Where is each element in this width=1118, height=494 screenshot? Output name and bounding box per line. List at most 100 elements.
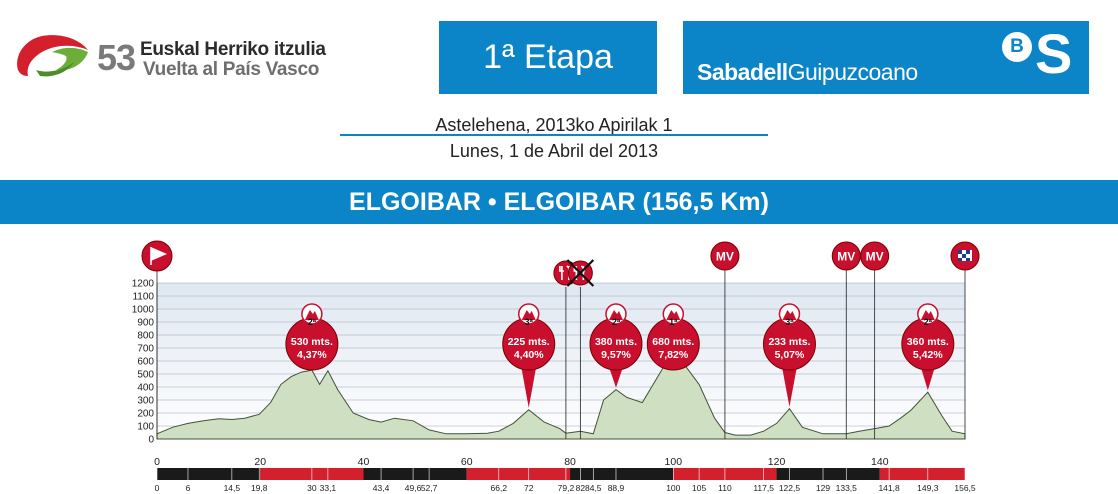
mountain-glyph	[666, 310, 681, 320]
km-point-label: 105	[692, 483, 706, 493]
km-point-label: 100	[666, 483, 680, 493]
climb-category: 2ª	[308, 317, 317, 327]
sponsor-box: SabadellGuipuzcoano B S	[683, 21, 1089, 94]
y-tick-label: 1000	[132, 305, 155, 316]
sprint-marker-icon	[710, 241, 740, 271]
race-name-spanish: Vuelta al País Vasco	[143, 59, 320, 80]
cutlery-glyph	[573, 265, 585, 280]
km-point-label: 72	[524, 483, 534, 493]
climb-altitude: 233 mts.	[768, 336, 810, 348]
climb-altitude: 225 mts.	[508, 336, 550, 348]
km-bar-segment	[879, 468, 965, 480]
climb-pointer	[781, 364, 798, 407]
km-point-label: 66,2	[491, 483, 508, 493]
x-tick-label: 60	[461, 456, 473, 468]
km-point-label: 84,5	[585, 483, 602, 493]
y-tick-label: 0	[148, 435, 154, 446]
climb-altitude: 380 mts.	[595, 336, 637, 348]
y-tick-label: 1100	[132, 292, 154, 303]
sponsor-s-logo-icon: S	[1035, 22, 1073, 85]
km-point-label: 30	[307, 483, 317, 493]
sponsor-name: SabadellGuipuzcoano	[697, 61, 918, 84]
km-point-label: 129	[816, 483, 830, 493]
y-tick-label: 1200	[132, 279, 155, 290]
y-tick-label: 300	[137, 396, 154, 407]
km-bar-segment	[363, 468, 467, 480]
mountain-glyph	[304, 310, 319, 320]
climb-gradient: 5,42%	[913, 349, 943, 361]
km-bar-segment	[776, 468, 880, 480]
sprint-marker-label: MV	[716, 250, 734, 264]
km-point-label: 133,5	[836, 483, 858, 493]
feed-zone-end-cross	[566, 259, 595, 287]
race-name-basque: Euskal Herriko itzulia	[140, 39, 326, 60]
date-spanish: Lunes, 1 de Abril del 2013	[449, 141, 659, 161]
date-basque: Astelehena, 2013ko Apirilak 1	[435, 115, 673, 135]
y-tick-label: 600	[137, 357, 154, 368]
race-logo-swoosh-icon	[17, 35, 88, 77]
y-tick-label: 800	[137, 331, 154, 342]
climb-category: 3ª	[785, 317, 794, 327]
climb-pointer	[919, 364, 936, 391]
sprint-marker-icon	[860, 241, 890, 271]
y-tick-label: 200	[137, 409, 154, 420]
km-point-label: 117,5	[753, 483, 774, 493]
km-point-label: 122,5	[779, 483, 801, 493]
climb-gradient: 5,07%	[775, 349, 805, 361]
stage-title: 1ª Etapa	[483, 38, 613, 76]
race-edition-number: 53	[97, 37, 136, 78]
route-band: ELGOIBAR • ELGOIBAR (156,5 Km)	[0, 180, 1118, 224]
x-tick-label: 20	[254, 456, 266, 468]
y-tick-label: 400	[137, 383, 154, 394]
km-point-label: 0	[155, 483, 160, 493]
km-point-label: 88,9	[608, 483, 625, 493]
finish-flag-checker	[958, 250, 970, 261]
climb-gradient: 9,57%	[601, 349, 631, 361]
km-point-label: 82	[576, 483, 586, 493]
x-tick-label: 40	[358, 456, 370, 468]
km-point-label: 110	[718, 483, 732, 493]
stage-profile-chart: 0100200300400500600700800900100011001200…	[132, 240, 980, 493]
x-tick-label: 80	[564, 456, 576, 468]
sponsor-b-badge-icon: B	[1002, 32, 1032, 62]
km-point-label: 14,5	[224, 483, 241, 493]
route-title: ELGOIBAR • ELGOIBAR (156,5 Km)	[349, 187, 769, 216]
climb-gradient: 4,40%	[514, 349, 544, 361]
x-tick-label: 120	[768, 456, 786, 468]
y-tick-label: 100	[137, 422, 154, 433]
km-point-label: 19,8	[251, 483, 268, 493]
climb-altitude: 680 mts.	[652, 336, 694, 348]
km-point-label: 149,3	[917, 483, 939, 493]
sponsor-name-regular: Guipuzcoano	[787, 59, 919, 85]
climb-pointer	[520, 364, 537, 408]
climb-altitude: 530 mts.	[291, 336, 333, 348]
km-point-label: 141,8	[878, 483, 900, 493]
climb-gradient: 7,82%	[658, 349, 688, 361]
y-tick-label: 900	[137, 318, 154, 329]
climb-category: 2ª	[924, 317, 933, 327]
x-tick-label: 140	[871, 456, 889, 468]
stage-title-box: 1ª Etapa	[439, 21, 657, 94]
y-tick-label: 500	[137, 370, 154, 381]
km-bar-segment	[157, 468, 261, 480]
start-flag-glyph	[150, 246, 168, 265]
km-point-label: 156,5	[954, 483, 976, 493]
mountain-glyph	[608, 310, 623, 320]
x-tick-label: 0	[154, 456, 160, 468]
climb-category: 2ª	[612, 317, 621, 327]
km-point-label: 33,1	[320, 483, 337, 493]
mountain-glyph	[521, 310, 536, 320]
km-bar-segment	[570, 468, 674, 480]
date-divider	[340, 134, 768, 136]
mountain-glyph	[920, 310, 935, 320]
km-point-label: 49,6	[405, 483, 422, 493]
y-tick-label: 700	[137, 344, 154, 355]
km-bar-segment	[466, 468, 571, 480]
climb-category: 3ª	[525, 317, 534, 327]
sponsor-name-bold: Sabadell	[697, 59, 788, 85]
sprint-marker-label: MV	[837, 250, 855, 264]
km-point-label: 79,2	[558, 483, 575, 493]
km-point-label: 52,7	[421, 483, 438, 493]
x-tick-label: 100	[665, 456, 683, 468]
climb-gradient: 4,37%	[297, 349, 327, 361]
